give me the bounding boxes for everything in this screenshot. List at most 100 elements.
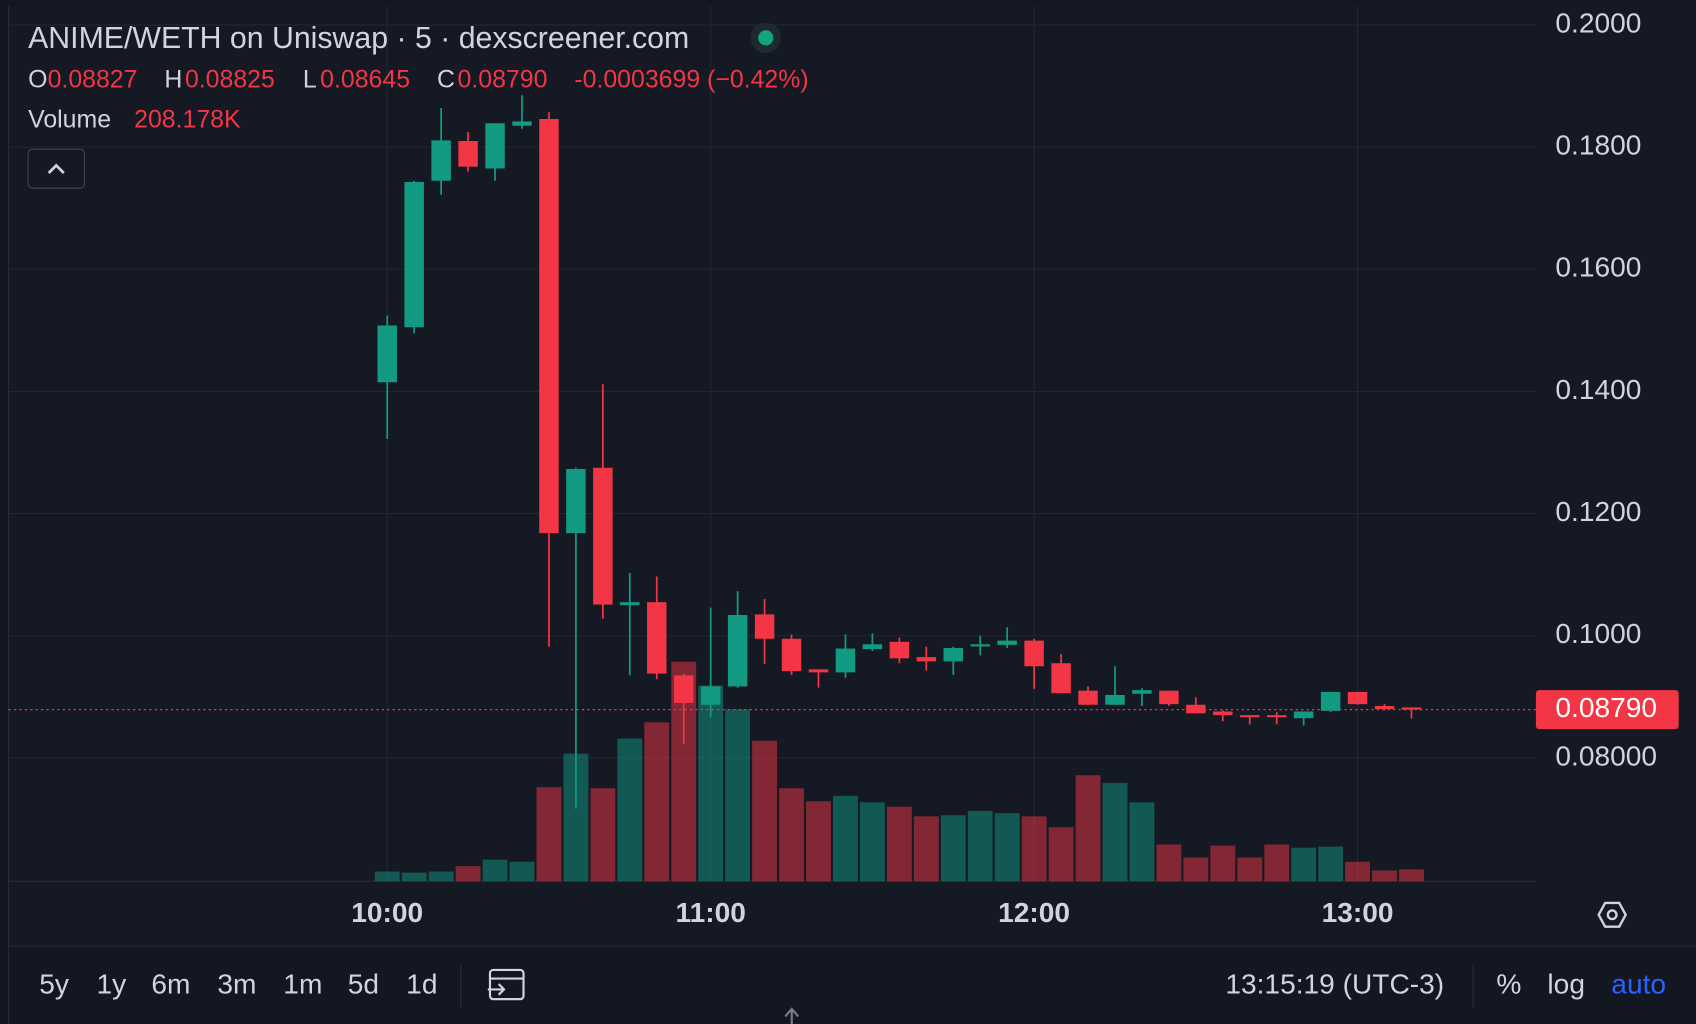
y-tick-label: 0.1000 — [1555, 618, 1641, 649]
candle-body — [431, 140, 451, 181]
volume-bar — [455, 866, 481, 882]
y-tick-label: 0.1400 — [1555, 374, 1641, 405]
candle-body — [1105, 694, 1125, 705]
candle-body — [727, 614, 748, 687]
candle-body — [1266, 715, 1287, 718]
candle-body — [1078, 690, 1098, 705]
volume-bar — [1345, 861, 1371, 882]
ohlc-letter: O — [28, 66, 47, 94]
volume-bar — [428, 871, 454, 882]
volume-bar — [536, 787, 562, 882]
range-button[interactable]: 5y — [39, 969, 69, 1000]
last-price-label: 0.08790 — [1555, 692, 1657, 723]
volume-bar — [1156, 844, 1182, 882]
candle-body — [781, 638, 802, 672]
ohlc-letter: L — [303, 66, 317, 94]
x-tick-label: 13:00 — [1322, 897, 1394, 928]
candle-body — [997, 640, 1017, 645]
volume-bar — [967, 810, 993, 882]
candle-body — [916, 657, 937, 662]
candle-body — [512, 121, 532, 126]
log-toggle[interactable]: log — [1547, 969, 1585, 1000]
last-price-box — [1535, 690, 1679, 730]
volume-bar — [1372, 870, 1397, 882]
candle-body — [1320, 691, 1341, 711]
volume-bar — [374, 871, 400, 882]
candle-body — [377, 325, 397, 383]
button-frame — [27, 148, 85, 189]
open-value: 0.08827 — [48, 66, 138, 94]
volume-bar — [994, 813, 1020, 882]
volume-bar — [482, 859, 508, 882]
settings-button[interactable] — [1597, 901, 1628, 928]
range-button[interactable]: 1y — [97, 969, 127, 1000]
x-tick-label: 11:00 — [675, 897, 745, 928]
volume-bar — [886, 806, 912, 882]
volume-bar — [752, 740, 778, 882]
percent-toggle[interactable]: % — [1496, 969, 1521, 1000]
volume-bar — [401, 872, 427, 882]
volume-bar — [1318, 846, 1344, 882]
candle-body — [1051, 663, 1071, 694]
volume-bar — [617, 738, 643, 882]
low-value: 0.08645 — [320, 66, 410, 94]
volume-bar — [1264, 844, 1290, 882]
volume-bar — [1129, 802, 1155, 882]
candle-layer — [377, 95, 1422, 809]
y-tick-label: 0.1200 — [1555, 496, 1641, 527]
volume-bar — [1102, 782, 1128, 882]
candle-body — [673, 675, 694, 703]
volume-bar — [1021, 816, 1047, 882]
range-button[interactable]: 6m — [151, 969, 190, 1000]
candle-body — [566, 468, 586, 534]
y-tick-label: 0.08000 — [1555, 740, 1657, 771]
expand-arrow[interactable] — [784, 1007, 800, 1024]
high-value: 0.08825 — [185, 66, 275, 94]
y-tick-label: 0.1600 — [1555, 252, 1641, 283]
candle-body — [943, 647, 963, 662]
candle-body — [1132, 690, 1152, 694]
candle-body — [862, 644, 883, 650]
candle-body — [1186, 704, 1206, 714]
date-range-button[interactable] — [487, 968, 525, 1001]
volume-bar — [1399, 869, 1424, 882]
chart-title: ANIME/WETH on Uniswap · 5 · dexscreener.… — [28, 22, 689, 55]
candle-body — [1024, 640, 1044, 667]
volume-bar — [833, 795, 858, 882]
auto-toggle[interactable]: auto — [1611, 969, 1666, 1000]
candle-body — [1159, 690, 1179, 705]
volume-layer — [374, 661, 1424, 882]
candle-body — [485, 123, 505, 169]
volume-bar — [806, 801, 831, 882]
candle-body — [1401, 707, 1422, 710]
volume-bar — [1210, 845, 1236, 882]
grid — [8, 5, 1536, 882]
ohlc-letter: C — [437, 66, 455, 94]
gear-hole — [1606, 909, 1618, 921]
gear-icon — [1597, 901, 1628, 928]
volume-bar — [1048, 827, 1074, 882]
candle-body — [1347, 691, 1368, 705]
volume-bar — [1291, 847, 1317, 882]
calendar-icon — [488, 968, 525, 1001]
y-tick-label: 0.1800 — [1555, 130, 1641, 161]
volume-value: 208.178K — [134, 106, 241, 134]
range-button[interactable]: 1d — [406, 969, 437, 1000]
range-button[interactable]: 3m — [217, 969, 256, 1000]
chart-pane — [8, 5, 1696, 947]
range-button[interactable]: 5d — [348, 969, 379, 1000]
candle-body — [808, 669, 829, 673]
y-tick-label: 0.2000 — [1555, 7, 1641, 38]
status-dot — [758, 30, 774, 46]
candle-body — [1374, 705, 1395, 710]
candle-body — [835, 648, 856, 673]
candle-body — [970, 644, 990, 647]
volume-bar — [644, 722, 670, 882]
range-button[interactable]: 1m — [283, 969, 322, 1000]
candle-body — [620, 602, 640, 606]
collapse-button[interactable] — [27, 148, 85, 189]
volume-bar — [940, 815, 966, 882]
volume-bar — [698, 685, 724, 882]
volume-bar — [1237, 857, 1263, 882]
